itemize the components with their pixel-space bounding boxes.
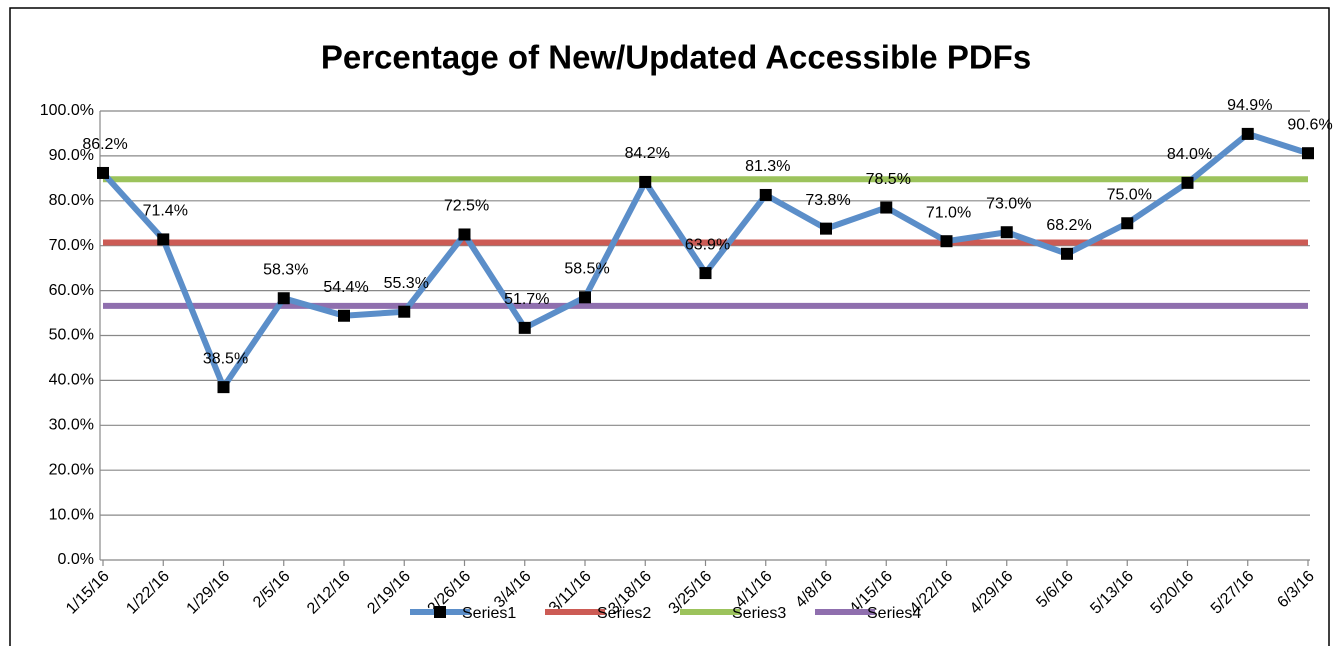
data-label: 84.2% [625, 145, 670, 162]
y-tick-label: 70.0% [49, 237, 94, 254]
legend-label: Series1 [462, 605, 516, 622]
legend-entry: Series3 [680, 605, 786, 622]
data-label: 55.3% [384, 275, 429, 292]
chart-frame [9, 7, 1330, 646]
point-marker [699, 267, 712, 280]
y-tick-label: 50.0% [49, 327, 94, 344]
legend-marker [434, 606, 446, 618]
data-label: 72.5% [444, 198, 489, 215]
data-label: 63.9% [685, 236, 730, 253]
point-marker [880, 201, 893, 214]
data-label: 71.0% [926, 204, 971, 221]
data-label: 51.7% [504, 291, 549, 308]
y-tick-label: 80.0% [49, 192, 94, 209]
point-marker [759, 188, 772, 201]
point-marker [398, 305, 411, 318]
y-tick-label: 40.0% [49, 372, 94, 389]
y-tick-label: 0.0% [58, 551, 94, 568]
point-marker [157, 233, 170, 246]
point-marker [518, 321, 531, 334]
point-marker [97, 166, 109, 179]
legend-entry: Series2 [545, 605, 651, 622]
point-marker [639, 175, 652, 188]
data-label: 71.4% [143, 203, 188, 220]
data-label: 78.5% [866, 171, 911, 188]
point-marker [1061, 247, 1073, 260]
point-marker [820, 222, 832, 235]
point-marker [217, 381, 230, 394]
point-marker [458, 228, 471, 241]
y-tick-label: 10.0% [49, 506, 94, 523]
data-label: 75.0% [1107, 186, 1152, 203]
y-tick-label: 20.0% [49, 461, 94, 478]
data-label: 84.0% [1167, 146, 1212, 163]
y-tick-label: 100.0% [40, 102, 94, 119]
data-label: 94.9% [1227, 97, 1272, 114]
y-tick-label: 30.0% [49, 417, 94, 434]
data-label: 90.6% [1287, 116, 1332, 133]
point-marker [579, 291, 591, 304]
legend-label: Series2 [597, 605, 651, 622]
point-marker [1302, 147, 1314, 160]
data-label: 86.2% [82, 136, 127, 153]
legend-label: Series4 [867, 605, 921, 622]
point-marker [1000, 226, 1013, 239]
data-label: 58.5% [564, 261, 609, 278]
data-label: 38.5% [203, 350, 248, 367]
legend-entry: Series4 [815, 605, 921, 622]
data-label: 68.2% [1046, 217, 1091, 234]
data-label: 73.8% [805, 192, 850, 209]
data-label: 81.3% [745, 158, 790, 175]
point-marker [338, 309, 350, 322]
data-label: 58.3% [263, 261, 308, 278]
point-marker [1121, 217, 1134, 230]
y-tick-label: 90.0% [49, 147, 94, 164]
point-marker [277, 292, 290, 305]
y-tick-label: 60.0% [49, 282, 94, 299]
point-marker [1181, 176, 1194, 189]
data-label: 54.4% [323, 279, 368, 296]
data-label: 73.0% [986, 195, 1031, 212]
legend-label: Series3 [732, 605, 786, 622]
point-marker [1241, 127, 1254, 140]
point-marker [940, 235, 953, 248]
chart-title: Percentage of New/Updated Accessible PDF… [321, 39, 1031, 76]
legend-entry: Series1 [410, 605, 516, 622]
